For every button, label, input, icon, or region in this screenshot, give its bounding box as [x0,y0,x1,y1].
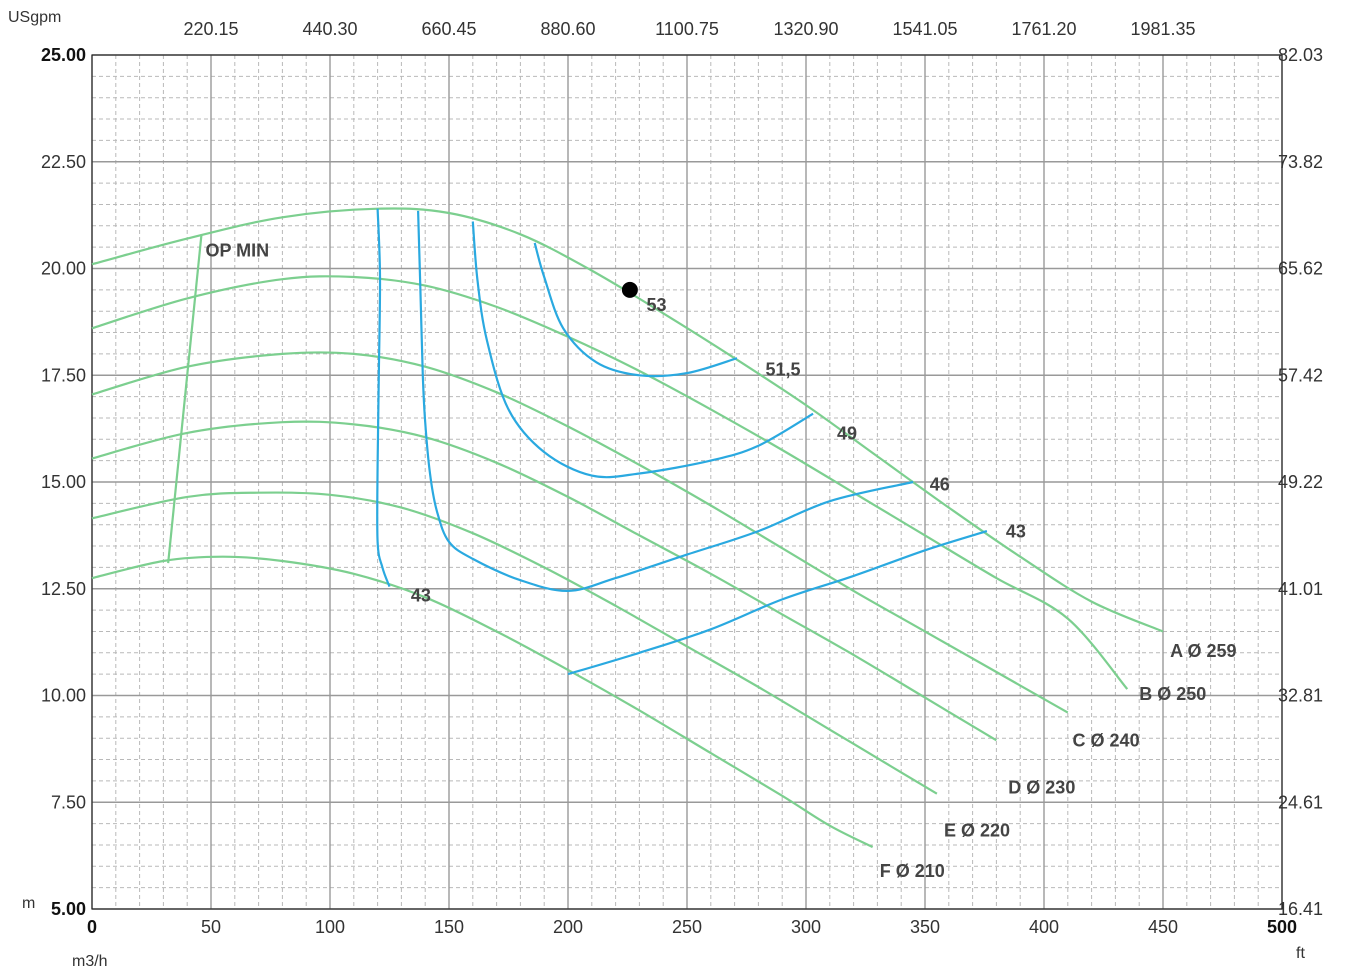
y-right-tick-label: 41.01 [1278,579,1323,599]
y-left-tick-label: 5.00 [51,899,86,919]
efficiency-label: 46 [930,475,950,495]
y-left-tick-label: 7.50 [51,792,86,812]
x-unit-label: m3/h [72,953,108,970]
head-curve-a [91,207,1164,633]
x-tick-label: 200 [553,917,583,937]
x-tick-label: 50 [201,917,221,937]
head-curve-c [91,351,1069,714]
x-top-tick-label: 1100.75 [655,19,719,39]
head-curve-label: D Ø 230 [1008,778,1075,798]
efficiency-curve [376,208,391,587]
head-curve-e [91,491,938,795]
curve-labels: A Ø 259 B Ø 250 C Ø 240 D Ø 230 E Ø 220 F Ø 2… [205,240,1236,881]
head-curve-f [91,555,874,849]
y-right-tick-label: 57.42 [1278,365,1323,385]
x-top-tick-label: 1320.90 [773,19,838,39]
x-tick-label: 450 [1148,917,1178,937]
y-right-tick-label: 16.41 [1278,899,1323,919]
head-curve-d [91,420,997,742]
x-tick-label: 350 [910,917,940,937]
op-min-line [167,234,203,564]
y-left-unit-label: m [22,895,35,912]
x-tick-label: 100 [315,917,345,937]
y-left-tick-label: 20.00 [41,259,86,279]
head-curve-label: C Ø 240 [1073,731,1140,751]
head-curve-label: E Ø 220 [944,820,1010,840]
head-curve-label: A Ø 259 [1170,641,1236,661]
x-tick-label: 500 [1267,917,1297,937]
y-right-tick-label: 65.62 [1278,259,1323,279]
efficiency-curve [417,210,914,593]
x-tick-label: 400 [1029,917,1059,937]
efficiency-label: 43 [1006,522,1026,542]
grid [91,54,1283,910]
efficiency-curve [533,242,738,378]
efficiency-label: 53 [647,295,667,315]
y-right-tick-label: 24.61 [1278,792,1323,812]
x-top-tick-label: 1981.35 [1130,19,1195,39]
efficiency-label: 43 [411,586,431,606]
axes: 0 50 100 150 200 250 300 350 400 450 500 220.15 440.… [8,9,1323,970]
y-left-tick-label: 12.50 [41,579,86,599]
op-min-label: OP MIN [205,240,269,260]
x-tick-label: 0 [87,917,97,937]
efficiency-label: 51,5 [766,359,801,379]
efficiency-label: 49 [837,423,857,443]
x-top-tick-label: 1541.05 [892,19,957,39]
y-left-tick-label: 22.50 [41,152,86,172]
y-right-tick-label: 73.82 [1278,152,1323,172]
y-right-unit-label: ft [1296,945,1305,962]
y-right-tick-label: 82.03 [1278,45,1323,65]
x-top-tick-label: 440.30 [302,19,357,39]
y-right-tick-label: 32.81 [1278,686,1323,706]
x-top-tick-label: 1761.20 [1011,19,1076,39]
efficiency-curves [376,208,988,676]
y-left-tick-label: 15.00 [41,472,86,492]
head-curve-b [91,275,1129,690]
head-curves [91,207,1164,849]
x-tick-label: 150 [434,917,464,937]
efficiency-curve [567,530,988,676]
x-top-tick-label: 880.60 [540,19,595,39]
top-left-unit-label: USgpm [8,9,61,26]
efficiency-curve [471,221,814,479]
x-tick-label: 300 [791,917,821,937]
y-left-tick-label: 25.00 [41,45,86,65]
x-top-tick-label: 660.45 [421,19,476,39]
y-right-tick-label: 49.22 [1278,472,1323,492]
head-curve-label: B Ø 250 [1139,684,1206,704]
head-curve-label: F Ø 210 [880,861,945,881]
x-tick-label: 250 [672,917,702,937]
y-left-tick-label: 10.00 [41,686,86,706]
operating-point-marker [621,281,638,298]
x-top-tick-label: 220.15 [183,19,238,39]
plot-frame [91,54,1283,910]
y-left-tick-label: 17.50 [41,365,86,385]
